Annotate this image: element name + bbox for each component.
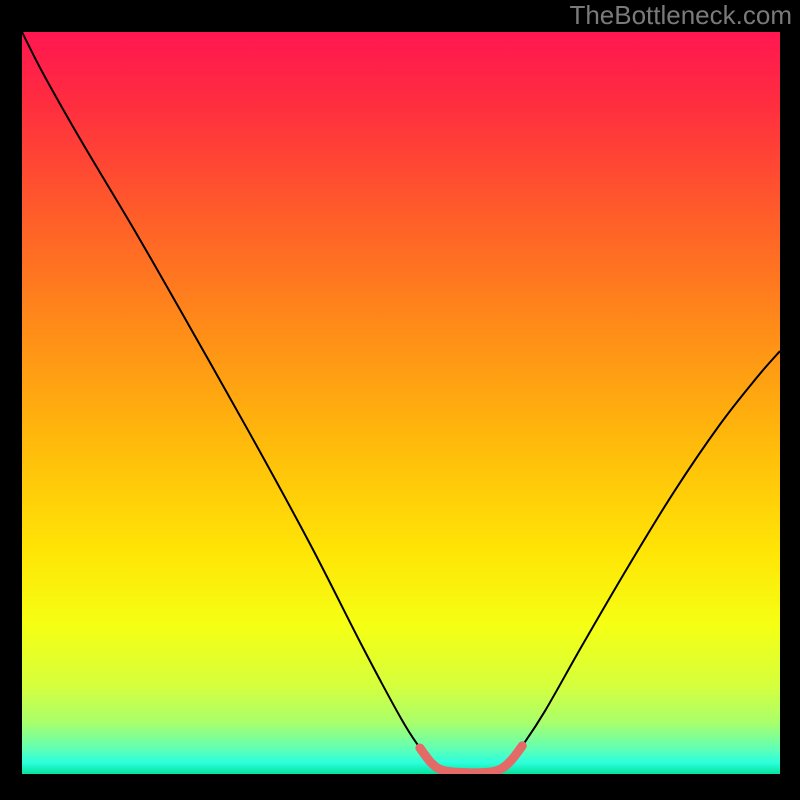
chart-curves [22, 32, 780, 774]
optimal-range-highlight [420, 746, 522, 773]
stage: TheBottleneck.com [0, 0, 800, 800]
watermark-text: TheBottleneck.com [569, 0, 792, 31]
bottleneck-chart [22, 32, 780, 774]
bottleneck-curve [22, 32, 780, 773]
